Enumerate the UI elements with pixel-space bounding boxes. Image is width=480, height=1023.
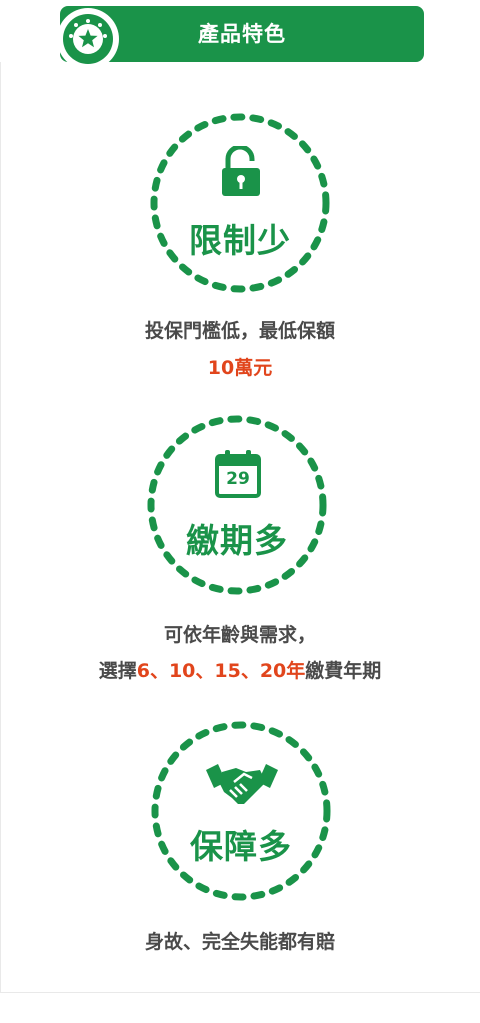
feature-ring-limits: 限制少: [145, 108, 335, 298]
header-badge: [57, 8, 119, 70]
section-header: [60, 6, 424, 62]
frame-border-bottom: [0, 992, 480, 993]
feature-desc-line: 可依年齡與需求，: [163, 624, 316, 646]
desc-highlight: 6、10、15、20年: [136, 660, 306, 682]
calendar-day: 29: [226, 469, 250, 489]
feature-desc-highlight: 10萬元: [207, 357, 273, 379]
feature-desc-line: 投保門檻低，最低保額: [144, 320, 335, 342]
frame-border-left: [0, 62, 1, 992]
feature-title: 保障多: [190, 827, 292, 866]
unlock-icon: [222, 146, 260, 196]
feature-desc-line: 身故、完全失能都有賠: [144, 931, 335, 953]
feature-title: 繳期多: [186, 521, 288, 560]
desc-suffix: 繳費年期: [305, 660, 382, 682]
section-title: 產品特色: [198, 22, 286, 46]
feature-ring-terms: 29 繳期多: [142, 410, 332, 600]
feature-title: 限制少: [189, 221, 291, 260]
handshake-icon: [206, 764, 278, 804]
calendar-icon: 29: [215, 448, 261, 498]
star-badge-icon: [63, 14, 113, 64]
feature-ring-coverage: 保障多: [146, 716, 336, 906]
desc-prefix: 選擇: [98, 660, 137, 682]
feature-desc-line2: 選擇6、10、15、20年繳費年期: [0, 656, 480, 683]
